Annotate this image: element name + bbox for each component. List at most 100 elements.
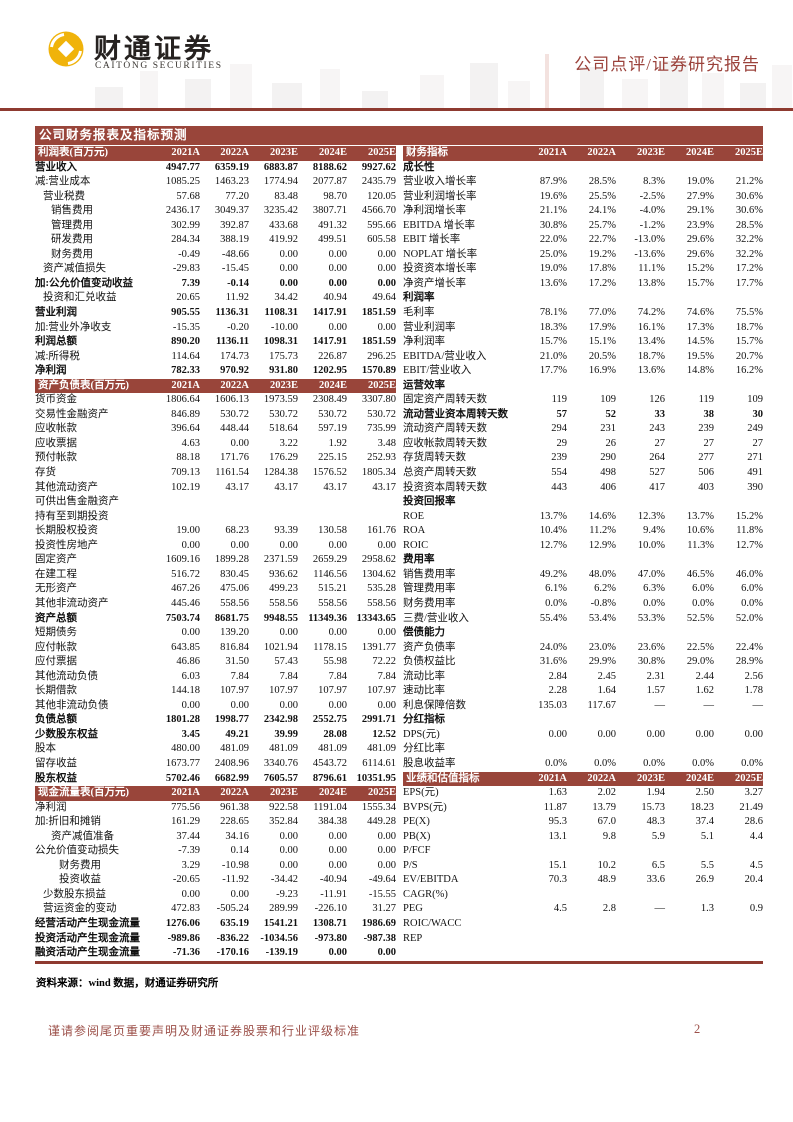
cell-value: — — [654, 699, 666, 711]
cell-value: 4947.77 — [165, 161, 200, 173]
cell-value: 643.85 — [171, 641, 200, 653]
cell-value: 4.5 — [553, 903, 567, 915]
row-label: 股东权益 — [35, 772, 77, 784]
table-row: 净资产增长率 13.6% 17.2% 13.8% 15.7% 17.7% — [403, 277, 763, 292]
cell-value — [518, 888, 567, 903]
cell-value: 43.17 — [323, 481, 347, 493]
cell-value: 961.38 — [220, 801, 249, 813]
cell-value: 0.00 — [328, 947, 347, 959]
cell-value: -0.8% — [590, 597, 616, 609]
row-label: 销售费用 — [51, 205, 93, 217]
cell-value: 0.00 — [279, 859, 298, 871]
cell-value: 2.84 — [548, 670, 567, 682]
cell-value: 0.00 — [377, 845, 396, 857]
cell-value: 0.00 — [328, 627, 347, 639]
table-row: 加:公允价值变动收益 7.39 -0.14 0.00 0.00 0.00 — [35, 277, 396, 292]
table-row: 其他非流动资产 445.46 558.56 558.56 558.56 558.56 — [35, 597, 396, 612]
report-type-label: 公司点评/证券研究报告 — [574, 55, 760, 74]
column-header: 2022A — [587, 147, 616, 158]
cell-value: 0.00 — [328, 845, 347, 857]
cell-value: 1801.28 — [165, 714, 200, 726]
cell-value — [518, 553, 567, 568]
table-row: 营业收入增长率 87.9% 28.5% 8.3% 19.0% 21.2% — [403, 175, 763, 190]
table-row: 减:营业成本 1085.25 1463.23 1774.94 2077.87 2435.7… — [35, 175, 396, 190]
row-label: 投资和汇兑收益 — [43, 292, 117, 304]
cell-value: 107.97 — [269, 685, 298, 697]
table-row: PEG 4.5 2.8 — 1.3 0.9 — [403, 902, 763, 917]
table-row: 营运资金的变动 472.83 -505.24 289.99 -226.10 31.27 — [35, 902, 396, 917]
cell-value: 0.0% — [594, 757, 616, 769]
row-label: 管理费用率 — [403, 583, 456, 595]
cell-value — [249, 510, 298, 525]
cell-value: 174.73 — [220, 350, 249, 362]
cell-value — [347, 495, 396, 510]
cell-value: 78.1% — [539, 307, 567, 319]
table-row: 其他非流动负债 0.00 0.00 0.00 0.00 0.00 — [35, 699, 396, 714]
table-row: 其他流动资产 102.19 43.17 43.17 43.17 43.17 — [35, 481, 396, 496]
cell-value: 27 — [703, 437, 715, 449]
cell-value — [567, 844, 616, 859]
cell-value: 3049.37 — [214, 205, 249, 217]
cell-value: 1308.71 — [312, 917, 347, 929]
cell-value: 7.84 — [377, 670, 396, 682]
data-source-note: 资料来源：wind 数据，财通证券研究所 — [36, 978, 219, 989]
cell-value: 49.64 — [372, 292, 396, 304]
cell-value: 3807.71 — [312, 205, 347, 217]
cell-value — [616, 553, 665, 568]
column-header: 2025E — [734, 147, 763, 158]
row-label: 其他流动负债 — [35, 670, 98, 682]
cell-value: -139.19 — [265, 947, 298, 959]
cell-value: -0.49 — [178, 248, 200, 260]
table-row: 毛利率 78.1% 77.0% 74.2% 74.6% 75.5% — [403, 306, 763, 321]
cell-value — [616, 161, 665, 176]
table-row: 投资活动产生现金流量 -989.86 -836.22 -1034.56 -973.80 -… — [35, 932, 396, 947]
table-row: 分红比率 — [403, 742, 763, 757]
cell-value: 3.48 — [377, 437, 396, 449]
cell-value: 228.65 — [220, 816, 249, 828]
cell-value: 1609.16 — [165, 554, 200, 566]
cell-value: -13.0% — [634, 234, 665, 246]
cell-value: 117.67 — [587, 699, 617, 711]
cell-value: 11.2% — [589, 525, 616, 537]
table-row: 营业收入 4947.77 6359.19 6883.87 8188.62 9927.62 — [35, 161, 396, 176]
cell-value: 7503.74 — [165, 612, 200, 624]
cell-value: 161.29 — [171, 816, 200, 828]
cell-value: 20.65 — [176, 292, 200, 304]
cell-value: 28.08 — [323, 728, 347, 740]
cell-value: 0.00 — [230, 699, 249, 711]
cell-value: 2436.17 — [165, 205, 200, 217]
cell-value: 1146.56 — [313, 568, 347, 580]
cell-value: 2.44 — [695, 670, 714, 682]
row-label: 应收帐款周转天数 — [403, 437, 487, 449]
cell-value: 21.49 — [739, 801, 763, 813]
left-financial-table: 利润表(百万元) 2021A 2022A 2023E 2024E 2025E 营业收入 494… — [35, 146, 396, 961]
cell-value: 13.6% — [539, 277, 567, 289]
table-row: EBITDA 增长率 30.8% 25.7% -1.2% 23.9% 28.5% — [403, 219, 763, 234]
cell-value: 0.00 — [279, 539, 298, 551]
row-label: 净资产增长率 — [403, 277, 466, 289]
cell-value: 443 — [551, 481, 567, 493]
cell-value: 16.2% — [735, 365, 763, 377]
cell-value: 30 — [752, 408, 764, 420]
cell-value: 25.7% — [588, 219, 616, 231]
table-row: P/S 15.1 10.2 6.5 5.5 4.5 — [403, 859, 763, 874]
cell-value: 1555.34 — [361, 801, 396, 813]
column-header: 2021A — [171, 787, 200, 799]
table-row: 速动比率 2.28 1.64 1.57 1.62 1.78 — [403, 684, 763, 699]
cell-value — [567, 291, 616, 306]
table-row: CAGR(%) — [403, 888, 763, 903]
cell-value: 1284.38 — [263, 467, 298, 479]
cell-value: 130.58 — [318, 525, 347, 537]
cell-value: 890.20 — [171, 336, 200, 348]
column-header: 2021A — [171, 147, 200, 158]
cell-value: 29.9% — [588, 656, 616, 668]
cell-value: 4.63 — [181, 437, 200, 449]
row-label: 三费/营业收入 — [403, 612, 469, 624]
cell-value — [200, 495, 249, 510]
cell-value: 7605.57 — [263, 772, 298, 784]
cell-value: 7.39 — [181, 277, 200, 289]
cell-value: 558.56 — [318, 597, 347, 609]
cell-value: 0.00 — [646, 728, 665, 740]
cell-value: 14.8% — [686, 365, 714, 377]
cell-value: 0.0% — [545, 597, 567, 609]
